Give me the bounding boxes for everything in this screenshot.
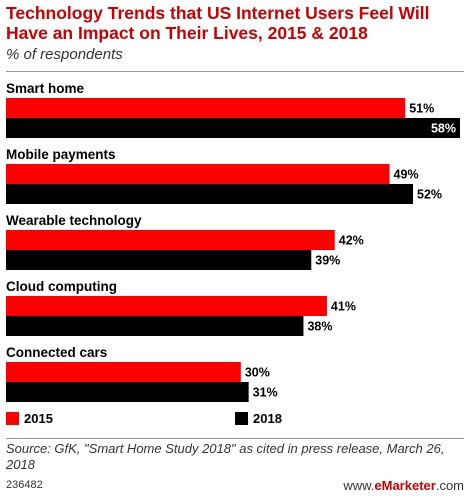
value-label-cloud-computing-2015: 41% (331, 300, 356, 314)
brand-prefix: www. (343, 478, 375, 493)
legend-swatch-2015 (6, 412, 19, 425)
bar-chart: Smart home 51% 58% Mobile payments 49% 52% Wea… (6, 81, 460, 402)
bar-smart-home-2015 (6, 98, 406, 118)
top-divider (6, 71, 464, 72)
bar-mobile-payments-2018 (6, 184, 414, 204)
chart-id: 236482 (6, 479, 43, 491)
category-label-smart-home: Smart home (6, 81, 85, 96)
bar-wearable-technology-2018 (6, 250, 312, 270)
value-label-connected-cars-2015: 30% (245, 366, 270, 380)
legend-label-2018: 2018 (253, 411, 282, 426)
source-note: Source: GfK, "Smart Home Study 2018" as … (6, 441, 445, 472)
value-label-mobile-payments-2015: 49% (394, 168, 419, 182)
bar-mobile-payments-2015 (6, 164, 390, 184)
value-label-mobile-payments-2018: 52% (417, 188, 442, 202)
bar-cloud-computing-2018 (6, 316, 304, 336)
chart-title: Technology Trends that US Internet Users… (6, 3, 430, 43)
legend-item-2015: 2015 (6, 411, 53, 426)
bar-smart-home-2018 (6, 118, 460, 138)
value-label-wearable-technology-2015: 42% (339, 234, 364, 248)
legend-item-2018: 2018 (235, 411, 282, 426)
bar-cloud-computing-2015 (6, 296, 327, 316)
legend-label-2015: 2015 (24, 411, 53, 426)
category-label-mobile-payments: Mobile payments (6, 147, 116, 162)
bar-connected-cars-2018 (6, 382, 249, 402)
category-label-cloud-computing: Cloud computing (6, 279, 117, 294)
brand-name: eMarketer (374, 478, 436, 493)
brand-suffix: .com (435, 478, 464, 493)
value-label-wearable-technology-2018: 39% (315, 254, 340, 268)
category-label-connected-cars: Connected cars (6, 345, 107, 360)
value-label-connected-cars-2018: 31% (253, 386, 278, 400)
legend: 2015 2018 (6, 411, 466, 431)
bar-connected-cars-2015 (6, 362, 241, 382)
value-label-smart-home-2018: 58% (431, 122, 456, 136)
category-label-wearable-technology: Wearable technology (6, 213, 142, 228)
chart-subtitle: % of respondents (6, 46, 123, 63)
value-label-cloud-computing-2018: 38% (307, 320, 332, 334)
bottom-divider (6, 438, 464, 439)
bar-wearable-technology-2015 (6, 230, 335, 250)
legend-swatch-2018 (235, 412, 248, 425)
brand-logo: www.eMarketer.com (343, 478, 464, 493)
value-label-smart-home-2015: 51% (409, 102, 434, 116)
